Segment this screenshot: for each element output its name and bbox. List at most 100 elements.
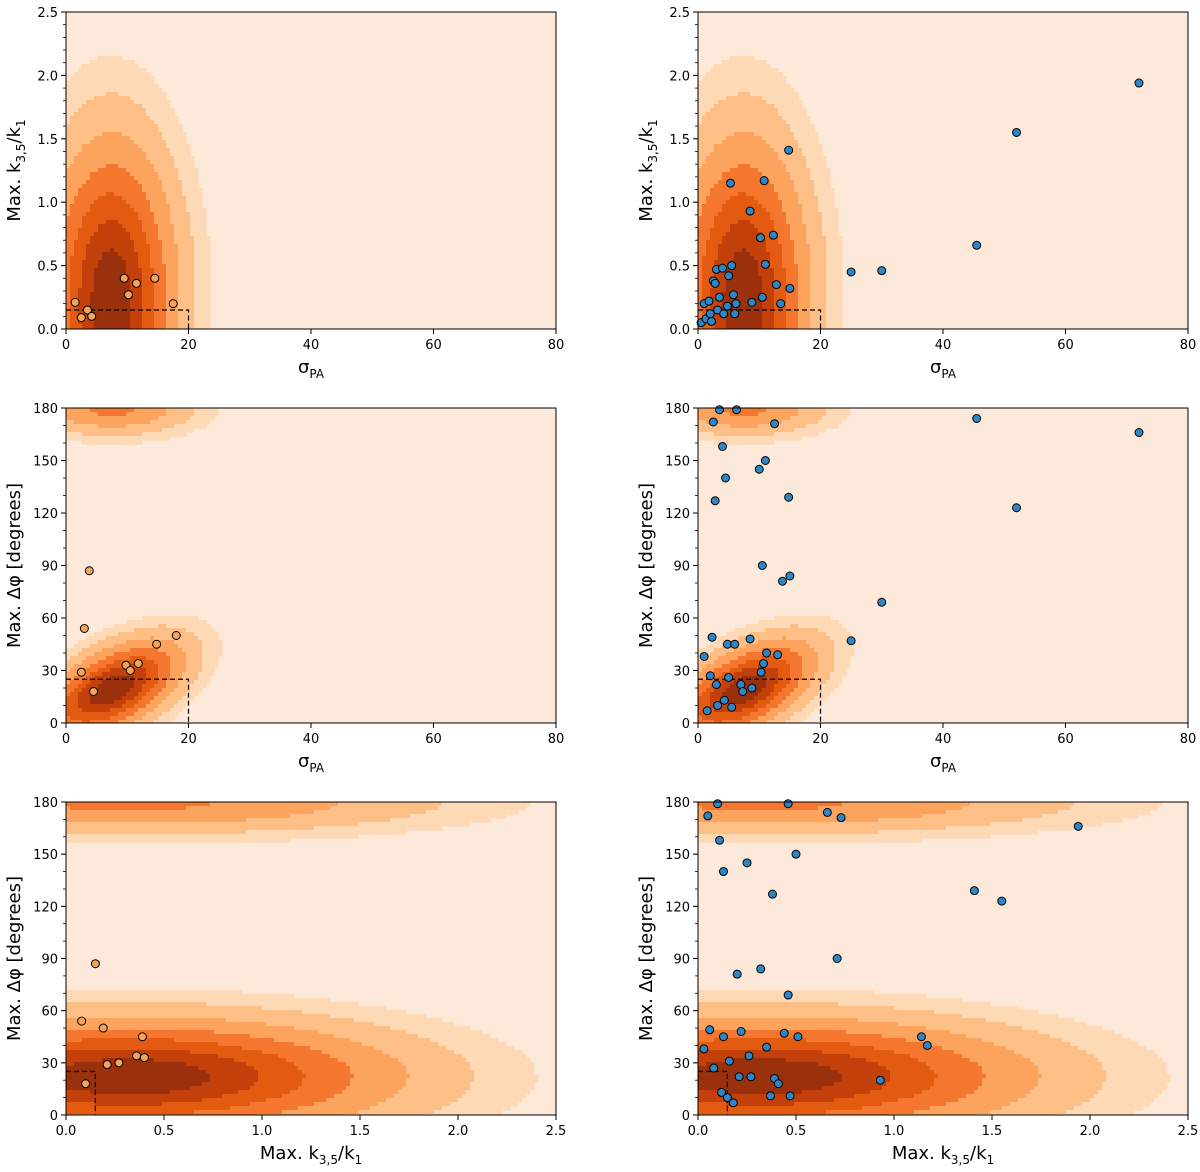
panel-2: 0 20 40 60 80 0.0 0.5 1.0 1.5 2.0 2.5 σPA Max. k3,5/… [636,6,1196,381]
data-point [762,648,772,658]
data-point [767,889,777,899]
data-point [771,280,781,290]
x-tick-label: 80 [1180,732,1197,747]
data-point [731,299,741,309]
selection-box [698,678,822,723]
data-point [783,990,793,1000]
contour-field [698,408,1188,723]
data-point [724,673,734,682]
x-axis-label: Max. k3,5/k1 [892,1143,994,1167]
x-axis-label: σPA [930,357,957,381]
data-point [784,145,794,155]
data-point [81,1079,91,1089]
data-point [757,561,767,570]
data-point [922,1040,932,1050]
data-point [877,266,887,276]
x-tick-label: 2.5 [546,1124,567,1139]
data-point [119,273,129,283]
data-point [725,178,735,188]
contour-field [698,802,1188,1115]
data-point [152,639,162,649]
data-point [754,464,764,474]
data-point [730,639,740,649]
data-point [1073,821,1083,831]
x-tick-label: 0 [694,732,702,747]
data-point [773,650,783,660]
data-point [133,659,143,668]
x-tick-label: 1.5 [982,1124,1003,1139]
data-point [836,813,846,823]
y-tick-label: 1.5 [669,133,690,148]
y-tick-label: 180 [33,402,58,417]
data-point [150,273,160,283]
y-tick-label: 150 [665,848,690,863]
data-point [722,301,732,311]
contour-field [698,12,1188,329]
x-tick-label: 60 [425,338,442,353]
x-tick-label: 0 [62,732,70,747]
data-point [125,666,135,675]
y-tick-label: 2.5 [669,6,690,21]
data-point [703,811,713,821]
data-point [1012,127,1021,137]
selection-box [66,309,190,329]
y-tick-label: 30 [41,665,58,680]
data-point [704,296,714,306]
y-tick-label: 0.0 [37,323,58,338]
x-tick-label: 20 [180,338,197,353]
data-point [717,1087,727,1097]
y-tick-label: 90 [673,953,690,968]
data-point [779,1028,789,1038]
data-point [756,667,766,677]
y-tick-label: 2.5 [37,6,58,21]
y-tick-label: 0 [682,717,690,732]
data-point [760,259,770,269]
y-tick-label: 120 [665,900,690,915]
data-point [730,309,740,319]
data-point [785,1091,795,1101]
y-tick-label: 0.5 [669,260,690,275]
data-point [759,176,769,186]
contour-field [66,802,556,1115]
data-point [1012,503,1021,513]
data-point [724,271,734,281]
data-point [710,278,720,288]
data-point [785,571,795,581]
data-point [131,278,141,288]
data-point [791,849,801,859]
x-axis-label: Max. k3,5/k1 [260,1143,362,1167]
y-tick-label: 0 [50,1109,58,1124]
data-point [705,671,715,681]
data-point [84,566,94,576]
data-point [722,639,732,649]
data-point [770,419,780,429]
data-point [713,799,723,809]
y-tick-label: 0.5 [37,260,58,275]
y-tick-label: 1.0 [669,196,690,211]
selection-box [698,309,822,329]
x-tick-label: 60 [1057,732,1074,747]
data-point [759,659,769,668]
x-tick-label: 0.0 [688,1124,709,1139]
y-tick-label: 0 [682,1109,690,1124]
data-point [713,701,723,710]
data-point [709,1063,719,1073]
data-point [702,706,712,716]
x-tick-label: 2.5 [1178,1124,1199,1139]
y-tick-label: 150 [665,455,690,470]
y-axis-label: Max. Δφ [degrees] [636,876,657,1041]
data-point [766,1091,776,1101]
panel-6: 0.0 0.5 1.0 1.5 2.0 2.5 0 30 60 90 120 150 180 Max. k… [636,796,1198,1167]
data-point [705,1025,715,1035]
data-point [916,1032,926,1042]
data-point [718,1032,728,1042]
data-point [724,1056,734,1066]
data-point [734,1072,744,1082]
x-tick-label: 40 [935,338,952,353]
data-point [707,632,717,642]
data-point [719,309,729,319]
data-point [718,263,727,273]
y-tick-label: 60 [673,612,690,627]
data-point [732,405,742,415]
